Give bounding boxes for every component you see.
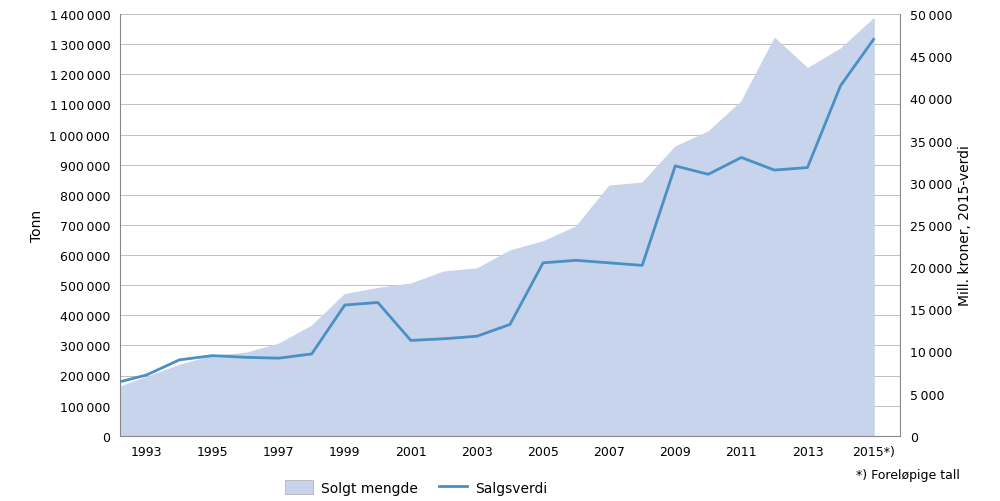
Legend: Solgt mengde, Salgsverdi: Solgt mengde, Salgsverdi <box>280 474 553 500</box>
Y-axis label: Mill. kroner, 2015-verdi: Mill. kroner, 2015-verdi <box>958 145 972 306</box>
Y-axis label: Tonn: Tonn <box>30 209 44 241</box>
Text: *) Foreløpige tall: *) Foreløpige tall <box>856 468 960 481</box>
